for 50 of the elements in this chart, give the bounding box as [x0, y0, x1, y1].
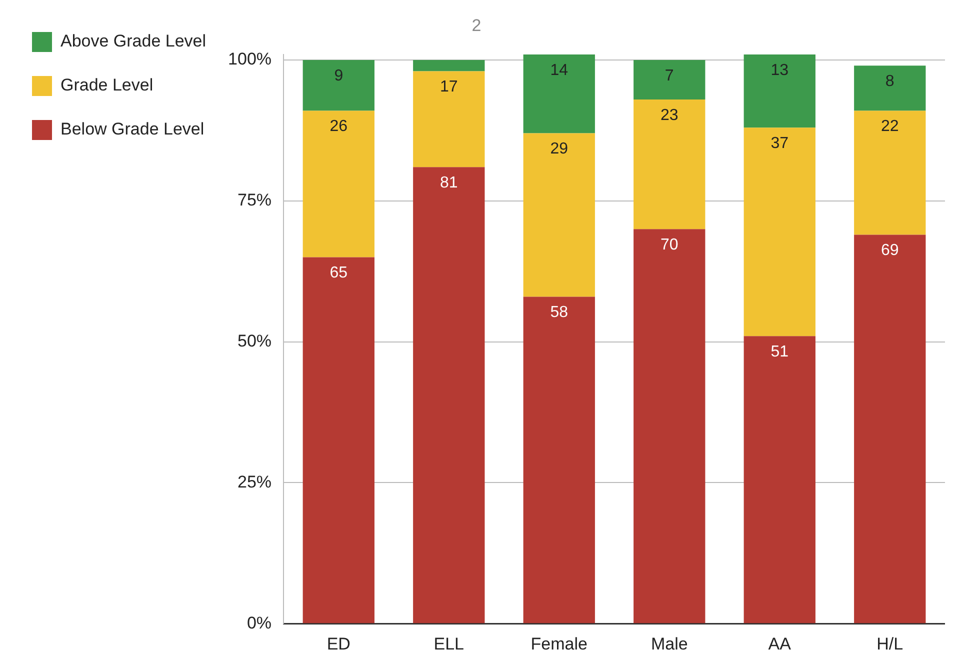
bar — [523, 54, 595, 134]
bar — [744, 54, 816, 128]
bar — [744, 336, 816, 624]
x-tick-label: H/L — [876, 634, 904, 654]
data-label: 29 — [550, 140, 568, 158]
y-tick-label: 25% — [237, 472, 272, 492]
data-label: 7 — [664, 67, 674, 84]
bar — [413, 71, 485, 168]
data-label: 69 — [880, 242, 899, 260]
data-label: 26 — [330, 118, 348, 136]
bar — [854, 234, 926, 624]
bar — [634, 229, 706, 624]
x-tick-label: ED — [326, 634, 350, 654]
bar — [634, 99, 706, 230]
data-label: 23 — [660, 106, 678, 124]
bar — [413, 60, 485, 72]
bar — [302, 257, 374, 624]
data-label: 22 — [880, 118, 899, 136]
x-tick-label: ELL — [434, 634, 464, 654]
bar — [854, 110, 926, 235]
data-label: 70 — [660, 236, 678, 254]
legend-label: Below Grade Level — [60, 120, 204, 139]
x-tick-label: Male — [650, 634, 688, 654]
y-tick-label: 100% — [228, 50, 272, 69]
bar — [302, 60, 374, 111]
x-tick-label: Female — [530, 634, 588, 654]
data-label: 14 — [550, 62, 568, 79]
data-label: 81 — [440, 174, 458, 192]
data-label: 37 — [770, 135, 789, 152]
data-label: 17 — [440, 78, 458, 96]
bar — [744, 128, 816, 336]
data-label: 65 — [330, 264, 348, 282]
legend-label: Grade Level — [60, 76, 154, 95]
x-tick-label: AA — [768, 634, 792, 654]
data-label: 13 — [770, 62, 789, 79]
bar — [523, 296, 595, 624]
bar — [302, 110, 374, 258]
data-label: 8 — [885, 73, 894, 90]
bar — [634, 60, 706, 100]
bar — [854, 66, 926, 111]
y-tick-label: 0% — [246, 613, 272, 632]
data-label: 58 — [550, 304, 568, 322]
data-label: 51 — [770, 344, 789, 361]
bar — [523, 133, 595, 297]
y-tick-label: 50% — [237, 332, 272, 351]
data-label: 9 — [334, 67, 344, 84]
bar — [413, 167, 485, 624]
legend-label: Above Grade Level — [60, 32, 206, 51]
y-tick-label: 75% — [237, 190, 272, 210]
chart-title: 2 — [472, 16, 482, 35]
